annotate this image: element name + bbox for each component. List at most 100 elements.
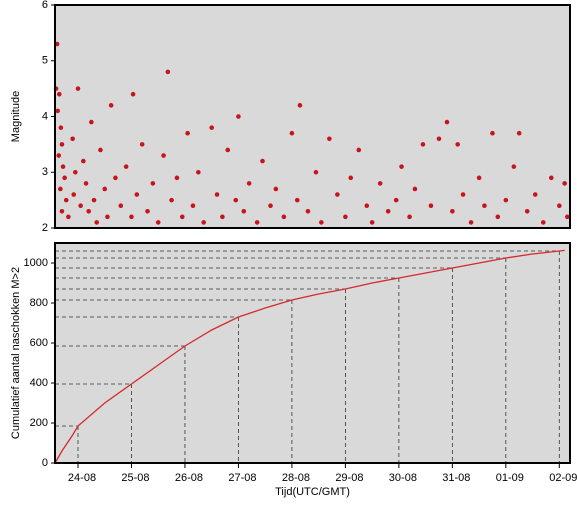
point xyxy=(102,186,108,192)
point xyxy=(281,214,287,220)
point xyxy=(190,203,196,208)
point xyxy=(236,114,241,119)
point xyxy=(105,214,110,220)
x-axis-label: Tijd(UTC/GMT) xyxy=(275,486,350,498)
point xyxy=(60,164,66,169)
point xyxy=(91,197,97,203)
point xyxy=(70,136,75,142)
point xyxy=(385,208,391,214)
x-tick-label: 01-09 xyxy=(496,472,524,484)
point xyxy=(165,69,171,75)
point xyxy=(540,220,546,225)
point xyxy=(377,181,383,186)
y-axis-label: Magnitude xyxy=(10,91,22,142)
y-tick-label: 1000 xyxy=(24,257,48,269)
point xyxy=(428,203,434,208)
point xyxy=(364,203,370,208)
point xyxy=(399,164,404,169)
point xyxy=(71,192,77,197)
point xyxy=(113,175,118,181)
point xyxy=(56,91,62,97)
point xyxy=(511,164,517,169)
point xyxy=(134,192,140,197)
point xyxy=(233,197,239,203)
point xyxy=(273,186,279,192)
x-tick-label: 25-08 xyxy=(121,472,149,484)
x-tick-label: 28-08 xyxy=(282,472,310,484)
plot-frame xyxy=(54,242,571,464)
point xyxy=(436,136,442,142)
point xyxy=(209,125,214,130)
y-tick-label: 600 xyxy=(30,337,48,349)
point xyxy=(89,119,94,125)
point xyxy=(412,186,418,192)
point xyxy=(66,214,71,220)
point xyxy=(565,214,570,220)
point xyxy=(348,175,354,181)
point xyxy=(297,103,303,108)
point xyxy=(179,214,185,220)
x-tick-label: 26-08 xyxy=(175,472,203,484)
point xyxy=(129,214,134,220)
y-tick-label: 800 xyxy=(30,297,48,309)
point xyxy=(150,181,156,186)
point xyxy=(260,158,265,164)
cumulative-line xyxy=(54,249,565,464)
point xyxy=(174,175,180,181)
point xyxy=(94,220,100,225)
point xyxy=(407,214,412,220)
point xyxy=(524,208,530,214)
y-axis-label: Cumulatief aantal naschokken M>2 xyxy=(10,267,22,439)
point xyxy=(62,175,67,181)
point xyxy=(139,142,145,147)
point xyxy=(557,203,562,208)
point xyxy=(444,119,450,125)
point xyxy=(356,147,362,153)
point xyxy=(455,142,460,147)
point xyxy=(145,208,150,214)
point xyxy=(59,208,65,214)
point xyxy=(294,197,300,203)
point xyxy=(201,220,206,225)
point xyxy=(343,214,348,220)
point xyxy=(108,103,114,108)
point xyxy=(319,220,324,225)
point xyxy=(246,181,252,186)
point xyxy=(327,136,332,142)
point xyxy=(86,208,91,214)
point xyxy=(161,153,166,158)
point xyxy=(196,169,201,175)
point xyxy=(503,197,509,203)
point xyxy=(241,208,247,214)
y-tick-label: 2 xyxy=(42,222,48,234)
point xyxy=(495,214,501,220)
plot-frame xyxy=(54,4,571,229)
point xyxy=(123,164,129,169)
point xyxy=(78,203,83,208)
point xyxy=(98,147,103,153)
point xyxy=(468,220,474,225)
point xyxy=(58,186,63,192)
point xyxy=(289,130,295,136)
point xyxy=(268,203,273,208)
point xyxy=(73,169,78,175)
point xyxy=(55,108,60,114)
y-tick-label: 5 xyxy=(42,55,48,67)
y-tick-label: 200 xyxy=(30,417,48,429)
point xyxy=(420,142,426,147)
point xyxy=(460,192,466,197)
y-tick-label: 6 xyxy=(42,0,48,11)
point xyxy=(305,208,311,214)
y-tick-label: 0 xyxy=(42,457,48,469)
point xyxy=(83,181,89,186)
point xyxy=(169,197,174,203)
x-tick-label: 30-08 xyxy=(389,472,417,484)
point xyxy=(482,203,487,208)
point xyxy=(490,130,495,136)
point xyxy=(81,158,86,164)
point xyxy=(254,220,260,225)
point xyxy=(185,130,190,136)
y-tick-label: 4 xyxy=(42,110,48,122)
x-tick-label: 29-08 xyxy=(335,472,363,484)
x-tick-label: 24-08 xyxy=(68,472,96,484)
